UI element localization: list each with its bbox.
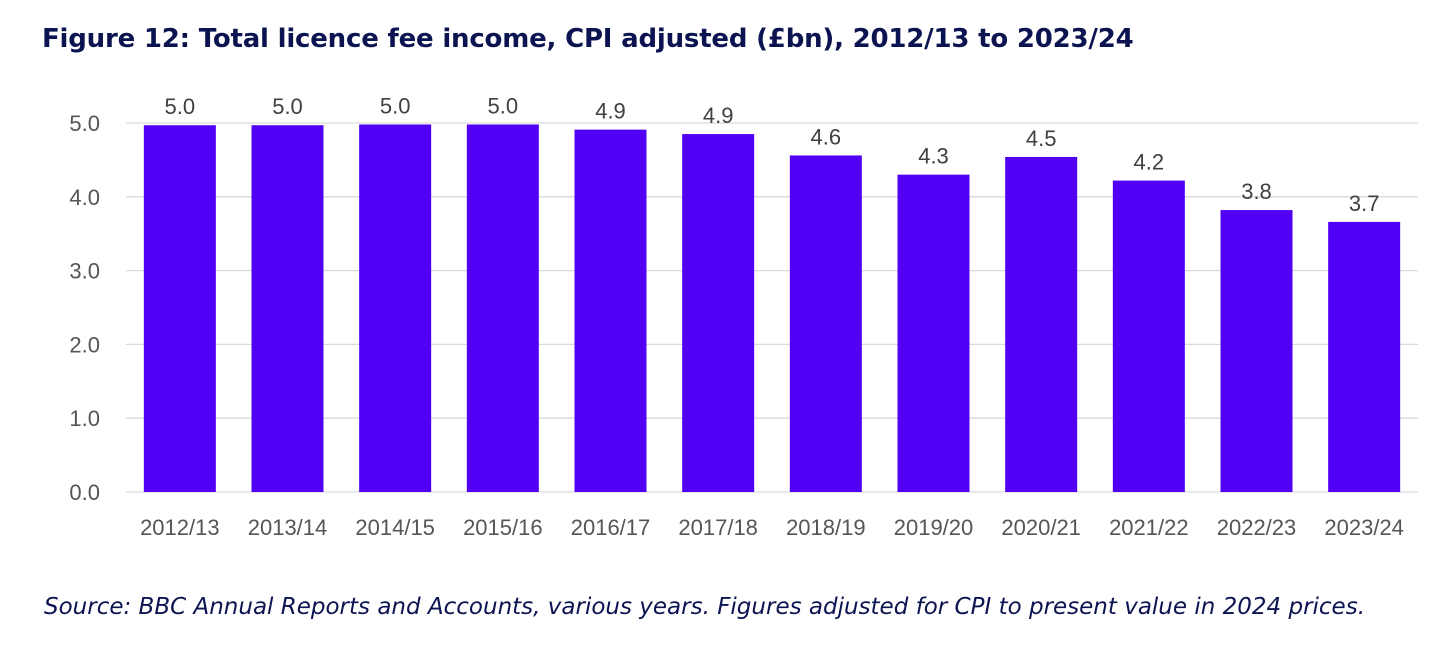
bar xyxy=(1112,180,1185,492)
gridlines xyxy=(126,122,1418,493)
data-label: 5.0 xyxy=(272,94,303,119)
data-label: 5.0 xyxy=(488,93,519,118)
x-tick-label: 2019/20 xyxy=(894,515,974,540)
x-tick-label: 2020/21 xyxy=(1001,515,1081,540)
data-label: 5.0 xyxy=(165,94,196,119)
source-note: Source: BBC Annual Reports and Accounts,… xyxy=(44,594,1366,620)
y-tick-label: 1.0 xyxy=(69,406,100,431)
x-tick-label: 2018/19 xyxy=(786,515,866,540)
bars xyxy=(143,124,1401,493)
y-axis-ticks: 0.0 1.0 2.0 3.0 4.0 5.0 xyxy=(69,111,100,505)
y-tick-label: 0.0 xyxy=(69,480,100,505)
x-tick-label: 2021/22 xyxy=(1109,515,1189,540)
data-label: 4.2 xyxy=(1134,150,1165,175)
bar xyxy=(789,155,862,493)
bar-chart: 0.0 1.0 2.0 3.0 4.0 5.0 5.0 5.0 5.0 5.0 4.9 4.9 4.6… xyxy=(69,93,1418,540)
data-label: 4.9 xyxy=(595,99,626,124)
data-labels: 5.0 5.0 5.0 5.0 4.9 4.9 4.6 4.3 4.5 4.2 3.8 3.7 xyxy=(165,93,1380,215)
y-tick-label: 3.0 xyxy=(69,259,100,284)
data-label: 3.8 xyxy=(1241,179,1272,204)
x-tick-label: 2016/17 xyxy=(571,515,651,540)
y-tick-label: 5.0 xyxy=(69,111,100,136)
x-tick-label: 2013/14 xyxy=(248,515,328,540)
bar xyxy=(897,174,970,492)
data-label: 4.3 xyxy=(918,144,949,169)
bar xyxy=(682,134,755,492)
chart-title: Figure 12: Total licence fee income, CPI… xyxy=(42,24,1134,54)
x-tick-label: 2015/16 xyxy=(463,515,543,540)
bar xyxy=(359,124,432,492)
x-tick-label: 2017/18 xyxy=(678,515,758,540)
y-tick-label: 2.0 xyxy=(69,332,100,357)
y-tick-label: 4.0 xyxy=(69,185,100,210)
bar xyxy=(1220,210,1293,493)
x-tick-label: 2022/23 xyxy=(1217,515,1297,540)
data-label: 3.7 xyxy=(1349,191,1380,216)
data-label: 4.9 xyxy=(703,103,734,128)
data-label: 5.0 xyxy=(380,93,411,118)
x-tick-label: 2023/24 xyxy=(1324,515,1404,540)
bar xyxy=(574,129,647,492)
bar xyxy=(1005,156,1078,492)
x-tick-label: 2014/15 xyxy=(355,515,435,540)
bar xyxy=(251,125,324,493)
data-label: 4.5 xyxy=(1026,126,1057,151)
bar xyxy=(1328,221,1401,492)
x-axis-ticks: 2012/13 2013/14 2014/15 2015/16 2016/17 2017/… xyxy=(140,515,1404,540)
data-label: 4.6 xyxy=(811,124,842,149)
x-tick-label: 2012/13 xyxy=(140,515,220,540)
bar xyxy=(466,124,539,492)
bar xyxy=(143,125,216,493)
